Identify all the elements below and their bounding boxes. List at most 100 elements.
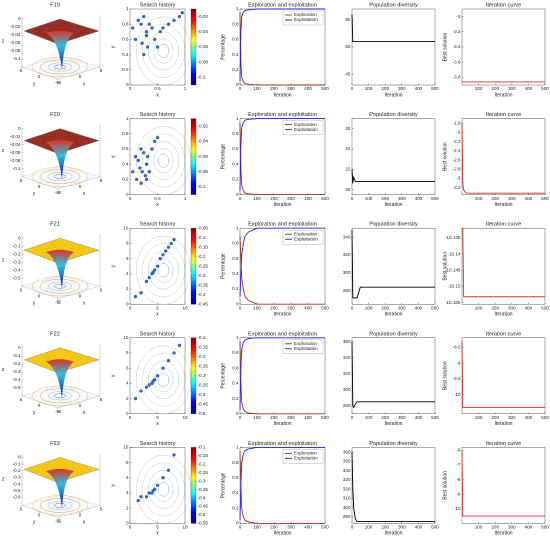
z-axis-label: z: [2, 477, 5, 483]
y-axis-label: Percentage: [220, 144, 226, 170]
x-tick-label: 500: [541, 415, 549, 420]
y-tick-label: -3: [456, 14, 461, 19]
x-axis-label: x: [83, 520, 86, 526]
y-tick-label: 0: [126, 301, 129, 306]
x-tick-label: 100: [365, 86, 373, 91]
x-tick-label: 500: [321, 305, 329, 310]
search-point: [151, 270, 155, 274]
panel-title: Iteration curve: [486, 331, 521, 337]
search-point: [166, 358, 171, 363]
z-tick-label: -0.5: [13, 488, 21, 493]
colorbar-tick-label: -0.1: [198, 235, 206, 240]
contour: [148, 141, 179, 180]
y-tick-label: -5: [55, 519, 60, 524]
z-tick-label: -0.04: [10, 32, 21, 37]
search-point: [153, 139, 157, 144]
x-axis-label: x: [83, 81, 86, 87]
y-tick-label: -3.6: [453, 59, 461, 64]
x-tick-label: 100: [475, 86, 483, 91]
search-point: [136, 18, 140, 23]
legend-label: Exploration: [294, 12, 317, 17]
y-tick-label: 0.6: [122, 146, 129, 151]
y-tick-label: 8: [126, 350, 129, 355]
y-tick-label: -10: [454, 506, 461, 511]
y-axis-label: Best solution: [442, 142, 448, 171]
floor-contour: [39, 59, 81, 75]
search-point: [153, 377, 157, 382]
series-line: [239, 118, 325, 191]
colorbar-tick-label: -0.1: [198, 445, 206, 450]
contour: [157, 43, 170, 59]
y-tick-label: 1: [236, 6, 239, 11]
legend-box: [282, 10, 324, 26]
x-tick-label: 400: [415, 415, 423, 420]
y-tick-label: -3: [456, 176, 461, 181]
y-tick-label: -10.155: [445, 300, 461, 305]
y-axis-label: Best solution: [442, 252, 448, 281]
y-tick-label: 0: [236, 521, 239, 526]
x-tick-label: 400: [415, 525, 423, 530]
z-axis-label: z: [2, 148, 5, 154]
x-tick-label: 5: [100, 287, 103, 292]
legend-label: Exploration: [294, 341, 317, 346]
y-axis-label: y: [33, 191, 36, 197]
y-tick-label: 26: [345, 126, 351, 131]
x-tick-label: 500: [321, 415, 329, 420]
contour: [142, 462, 185, 517]
search-point: [155, 264, 160, 268]
y-tick-label: -6: [456, 448, 461, 453]
floor-contour: [39, 498, 81, 513]
series-line: [239, 235, 325, 305]
legend-box: [282, 339, 324, 354]
x-tick-label: 0: [351, 415, 354, 420]
x-axis-label: x: [156, 421, 159, 427]
floor-contour: [47, 391, 73, 401]
x-tick-label: 400: [304, 86, 312, 91]
y-axis-label: y: [33, 301, 36, 307]
floor-contour: [53, 174, 67, 179]
y-tick-label: 5: [20, 397, 23, 402]
y-tick-label: 2: [126, 505, 129, 510]
colorbar-tick-label: -0.15: [198, 453, 209, 458]
y-tick-label: 0.2: [232, 396, 239, 401]
colorbar-tick-label: -0.55: [198, 521, 209, 526]
x-axis-label: x: [156, 312, 159, 318]
search-point: [161, 366, 165, 370]
x-tick-label: 0: [79, 184, 82, 189]
x-axis-label: Iteration: [273, 421, 291, 427]
legend-box: [282, 230, 324, 245]
plot-area: [129, 447, 186, 524]
search-point: [144, 495, 149, 499]
y-tick-label: -7: [456, 462, 461, 467]
x-tick-label: 400: [304, 196, 312, 201]
y-tick-label: 0: [236, 411, 239, 416]
x-tick-label: 0: [239, 86, 242, 91]
y-tick-label: 1: [126, 116, 129, 121]
x-tick-label: 400: [525, 305, 533, 310]
x-tick-label: 0: [351, 305, 354, 310]
panel-title: Iteration curve: [486, 2, 521, 8]
y-tick-label: 340: [343, 468, 351, 473]
y-tick-label: 0.4: [232, 381, 239, 386]
x-axis-label: x: [156, 531, 159, 537]
search-point: [153, 487, 157, 491]
surface-well: [46, 468, 74, 508]
x-tick-label: 0: [129, 86, 132, 91]
y-tick-label: 0.2: [232, 177, 239, 182]
x-axis-label: Iteration: [494, 531, 512, 537]
panel-title: Search history: [140, 2, 176, 8]
x-tick-label: 500: [541, 305, 549, 310]
x-tick-label: 10: [182, 525, 188, 530]
x-tick-label: 200: [270, 415, 278, 420]
search-point: [177, 343, 182, 348]
y-axis-label: Percentage: [220, 253, 226, 279]
y-tick-label: 0.8: [232, 241, 239, 246]
y-axis-label: y: [33, 81, 36, 87]
contour: [148, 251, 179, 290]
x-axis-label: x: [156, 92, 159, 98]
y-tick-label: 20: [345, 187, 351, 192]
x-tick-label: 200: [381, 305, 389, 310]
contour: [142, 353, 185, 407]
x-tick-label: 200: [491, 86, 499, 91]
y-axis-label: Best solution: [442, 361, 448, 390]
